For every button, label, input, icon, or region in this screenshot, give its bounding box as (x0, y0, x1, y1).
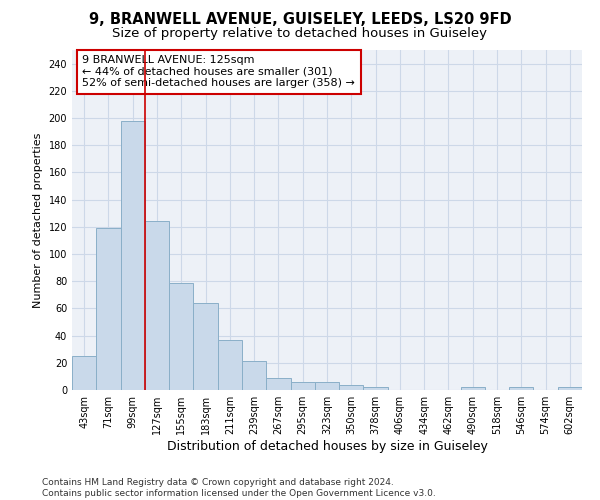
Text: Contains HM Land Registry data © Crown copyright and database right 2024.
Contai: Contains HM Land Registry data © Crown c… (42, 478, 436, 498)
Text: 9, BRANWELL AVENUE, GUISELEY, LEEDS, LS20 9FD: 9, BRANWELL AVENUE, GUISELEY, LEEDS, LS2… (89, 12, 511, 28)
Bar (121, 120, 145, 390)
Bar (364, 388, 388, 390)
Bar (558, 388, 582, 390)
Bar (339, 384, 364, 390)
Bar (96, 228, 121, 390)
Bar (218, 340, 242, 390)
Bar (315, 382, 339, 390)
Bar (290, 382, 315, 390)
Text: Size of property relative to detached houses in Guiseley: Size of property relative to detached ho… (113, 28, 487, 40)
Text: 9 BRANWELL AVENUE: 125sqm
← 44% of detached houses are smaller (301)
52% of semi: 9 BRANWELL AVENUE: 125sqm ← 44% of detac… (82, 55, 355, 88)
X-axis label: Distribution of detached houses by size in Guiseley: Distribution of detached houses by size … (167, 440, 487, 453)
Y-axis label: Number of detached properties: Number of detached properties (33, 132, 43, 308)
Bar (242, 362, 266, 390)
Bar (461, 388, 485, 390)
Bar (145, 222, 169, 390)
Bar (509, 388, 533, 390)
Bar (266, 378, 290, 390)
Bar (193, 303, 218, 390)
Bar (72, 356, 96, 390)
Bar (169, 282, 193, 390)
